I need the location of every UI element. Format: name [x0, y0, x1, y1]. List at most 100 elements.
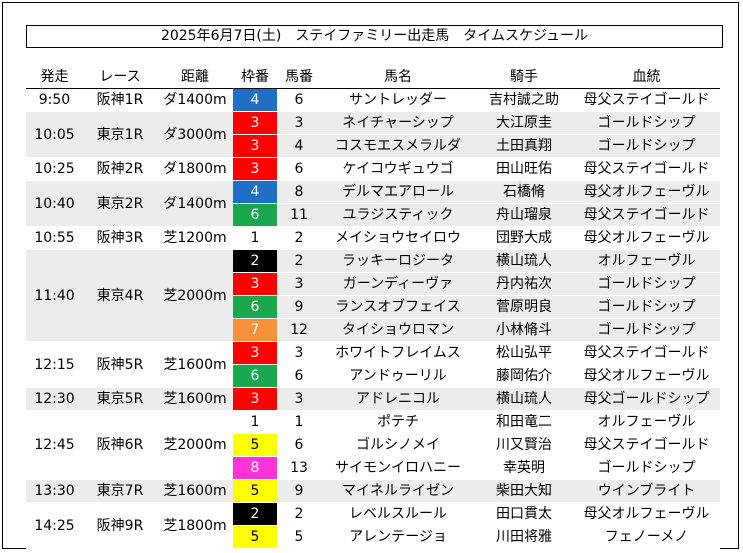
race-group: 11:40 東京4R 芝2000m 2 2 ラッキーロジータ 横山琉人 オルフェーヴル 3 3 ガー… [26, 249, 720, 342]
pedigree: 母父ステイゴールド [573, 341, 720, 365]
table-row: 5 6 ゴルシノメイ 川又賢治 母父ステイゴールド [26, 433, 720, 457]
horse-number: 6 [277, 157, 321, 181]
race-name: 阪神3R [83, 226, 157, 250]
waku-number: 3 [233, 341, 277, 365]
race-distance: 芝1600m [157, 479, 233, 503]
header-time: 発走 [26, 66, 83, 89]
table-row: 12:15 阪神5R 芝1600m 3 3 ホワイトフレイムス 松山弘平 母父ステイゴールド [26, 341, 720, 388]
race-name: 東京5R [83, 387, 157, 411]
horse-number: 3 [277, 341, 321, 365]
race-time: 12:45 [26, 410, 83, 480]
pedigree: 母父ステイゴールド [573, 88, 720, 112]
race-group: 10:25 阪神2R ダ1800m 3 6 ケイコウギュウゴ 田山旺佑 母父ステイゴールド [26, 157, 720, 181]
horse-number: 6 [277, 88, 321, 112]
table-row: 9:50 阪神1R ダ1400m 4 6 サントレッダー 吉村誠之助 母父ステイゴールド [26, 88, 720, 112]
race-time: 10:25 [26, 157, 83, 181]
header-pedigree: 血統 [573, 66, 720, 89]
jockey-name: 幸英明 [475, 456, 573, 480]
horse-name: ガーンディーヴァ [321, 272, 475, 296]
table-row: 10:40 東京2R ダ1400m 4 8 デルマエアロール 石橋脩 母父オルフェーヴル [26, 180, 720, 227]
header-waku: 枠番 [233, 66, 277, 89]
race-group: 12:30 東京5R 芝1600m 3 3 アドレニコル 横山琉人 母父ゴールドシップ [26, 387, 720, 411]
pedigree: ゴールドシップ [573, 111, 720, 135]
pedigree: ゴールドシップ [573, 318, 720, 342]
race-time: 13:30 [26, 479, 83, 503]
pedigree: 母父ステイゴールド [573, 433, 720, 457]
waku-number: 3 [233, 387, 277, 411]
horse-number: 3 [277, 111, 321, 135]
jockey-name: 丹内祐次 [475, 272, 573, 296]
table-row: 3 4 コスモエスメラルダ 土田真翔 ゴールドシップ [26, 134, 720, 158]
horse-name: デルマエアロール [321, 180, 475, 204]
table-row: 10:55 阪神3R 芝1200m 1 2 メイショウセイロウ 団野大成 母父オルフェーヴル [26, 226, 720, 250]
race-name: 東京1R [83, 111, 157, 158]
table-row: 7 12 タイショウロマン 小林脩斗 ゴールドシップ [26, 318, 720, 342]
jockey-name: 土田真翔 [475, 134, 573, 158]
horse-name: ネイチャーシップ [321, 111, 475, 135]
horse-name: ランスオブフェイス [321, 295, 475, 319]
race-time: 9:50 [26, 88, 83, 112]
race-distance: 芝1600m [157, 387, 233, 411]
jockey-name: 舟山瑠泉 [475, 203, 573, 227]
horse-name: ラッキーロジータ [321, 249, 475, 273]
horse-name: アレンテージョ [321, 525, 475, 549]
pedigree: ウインブライト [573, 479, 720, 503]
jockey-name: 菅原明良 [475, 295, 573, 319]
race-distance: 芝2000m [157, 410, 233, 480]
horse-number: 9 [277, 479, 321, 503]
table-row: 6 11 ユラジスティック 舟山瑠泉 母父ステイゴールド [26, 203, 720, 227]
horse-number: 6 [277, 364, 321, 388]
horse-number: 2 [277, 226, 321, 250]
race-group: 10:55 阪神3R 芝1200m 1 2 メイショウセイロウ 団野大成 母父オルフェーヴル [26, 226, 720, 250]
race-group: 10:05 東京1R ダ3000m 3 3 ネイチャーシップ 大江原圭 ゴールドシップ 3 4 コス… [26, 111, 720, 158]
waku-number: 5 [233, 479, 277, 503]
jockey-name: 松山弘平 [475, 341, 573, 365]
horse-number: 3 [277, 387, 321, 411]
jockey-name: 吉村誠之助 [475, 88, 573, 112]
race-group: 14:25 阪神9R 芝1800m 2 2 レベルスルール 田口貫太 母父オルフェーヴル 5 5 ア… [26, 502, 720, 549]
table-row: 8 13 サイモンイロハニー 幸英明 ゴールドシップ [26, 456, 720, 480]
table-row: 6 9 ランスオブフェイス 菅原明良 ゴールドシップ [26, 295, 720, 319]
header-horse: 馬名 [321, 66, 475, 89]
horse-name: メイショウセイロウ [321, 226, 475, 250]
table-row: 14:25 阪神9R 芝1800m 2 2 レベルスルール 田口貫太 母父オルフェーヴル [26, 502, 720, 549]
horse-name: ゴルシノメイ [321, 433, 475, 457]
race-name: 東京2R [83, 180, 157, 227]
horse-number: 11 [277, 203, 321, 227]
horse-name: サントレッダー [321, 88, 475, 112]
waku-number: 4 [233, 180, 277, 204]
jockey-name: 団野大成 [475, 226, 573, 250]
waku-number: 3 [233, 272, 277, 296]
race-distance: ダ1400m [157, 88, 233, 112]
race-group: 12:45 阪神6R 芝2000m 1 1 ポテチ 和田竜二 オルフェーヴル 5 6 ゴルシノメイ川… [26, 410, 720, 480]
jockey-name: 小林脩斗 [475, 318, 573, 342]
horse-name: アドレニコル [321, 387, 475, 411]
waku-number: 6 [233, 203, 277, 227]
race-name: 阪神1R [83, 88, 157, 112]
race-time: 12:15 [26, 341, 83, 388]
race-name: 阪神6R [83, 410, 157, 480]
waku-number: 5 [233, 525, 277, 549]
waku-number: 2 [233, 502, 277, 526]
race-time: 12:30 [26, 387, 83, 411]
horse-name: アンドゥーリル [321, 364, 475, 388]
race-name: 阪神2R [83, 157, 157, 181]
race-name: 阪神5R [83, 341, 157, 388]
pedigree: ゴールドシップ [573, 272, 720, 296]
pedigree: ゴールドシップ [573, 295, 720, 319]
race-distance: ダ1400m [157, 180, 233, 227]
race-time: 11:40 [26, 249, 83, 342]
table-row: 3 3 ガーンディーヴァ 丹内祐次 ゴールドシップ [26, 272, 720, 296]
waku-number: 3 [233, 134, 277, 158]
waku-number: 6 [233, 295, 277, 319]
pedigree: 母父オルフェーヴル [573, 502, 720, 526]
waku-number: 4 [233, 88, 277, 112]
horse-number: 2 [277, 502, 321, 526]
race-distance: 芝1200m [157, 226, 233, 250]
waku-number: 6 [233, 364, 277, 388]
pedigree: 母父オルフェーヴル [573, 180, 720, 204]
waku-number: 1 [233, 226, 277, 250]
pedigree: ゴールドシップ [573, 456, 720, 480]
race-group: 12:15 阪神5R 芝1600m 3 3 ホワイトフレイムス 松山弘平 母父ステイゴールド 6… [26, 341, 720, 388]
table-row: 12:45 阪神6R 芝2000m 1 1 ポテチ 和田竜二 オルフェーヴル [26, 410, 720, 480]
